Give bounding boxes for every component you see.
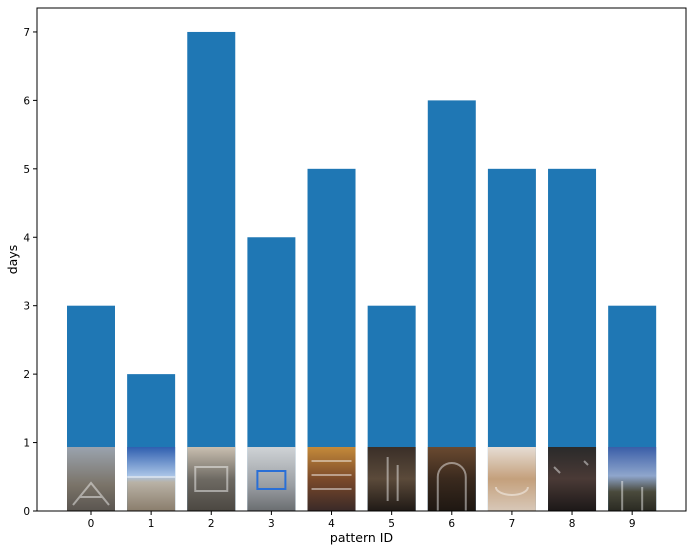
x-tick-label: 3 — [268, 518, 275, 530]
x-tick-label: 7 — [509, 518, 516, 530]
y-axis: 0 1 2 3 4 5 6 7 — [23, 27, 37, 518]
x-tick-label: 5 — [388, 518, 395, 530]
x-tick-label: 9 — [629, 518, 636, 530]
y-tick-label: 4 — [23, 232, 30, 244]
night-street-photo — [367, 447, 416, 511]
x-tick-label: 2 — [208, 518, 215, 530]
x-tick-label: 4 — [328, 518, 335, 530]
park-trees-photo — [608, 447, 657, 511]
x-tick-label: 0 — [88, 518, 95, 530]
x-axis: 0 1 2 3 4 5 6 7 8 9 — [88, 511, 636, 530]
x-tick-label: 1 — [148, 518, 155, 530]
y-tick-label: 6 — [23, 95, 30, 107]
y-tick-label: 2 — [23, 369, 30, 381]
y-tick-label: 5 — [23, 164, 30, 176]
arch-doorway-photo — [427, 447, 476, 511]
y-axis-label: days — [5, 245, 20, 275]
kitchen-people-photo — [187, 447, 236, 511]
x-tick-label: 8 — [569, 518, 576, 530]
beach-sky-photo — [127, 447, 176, 511]
y-tick-label: 0 — [23, 506, 30, 518]
x-tick-label: 6 — [448, 518, 455, 530]
bar-6 — [427, 100, 476, 511]
bars-layer — [67, 31, 657, 512]
x-axis-label: pattern ID — [330, 530, 393, 545]
y-tick-label: 7 — [23, 27, 30, 39]
night-crowd-photo — [548, 447, 597, 511]
laptop-desk-photo — [247, 447, 296, 511]
grocery-shelves-photo — [307, 447, 356, 511]
plot-frame — [36, 7, 687, 512]
food-plate-photo — [487, 447, 536, 511]
bar-2 — [187, 31, 236, 511]
thumbnails-layer — [67, 447, 657, 511]
y-tick-label: 3 — [23, 301, 30, 313]
street-bicycle-photo — [67, 447, 115, 511]
y-tick-label: 1 — [23, 438, 30, 450]
